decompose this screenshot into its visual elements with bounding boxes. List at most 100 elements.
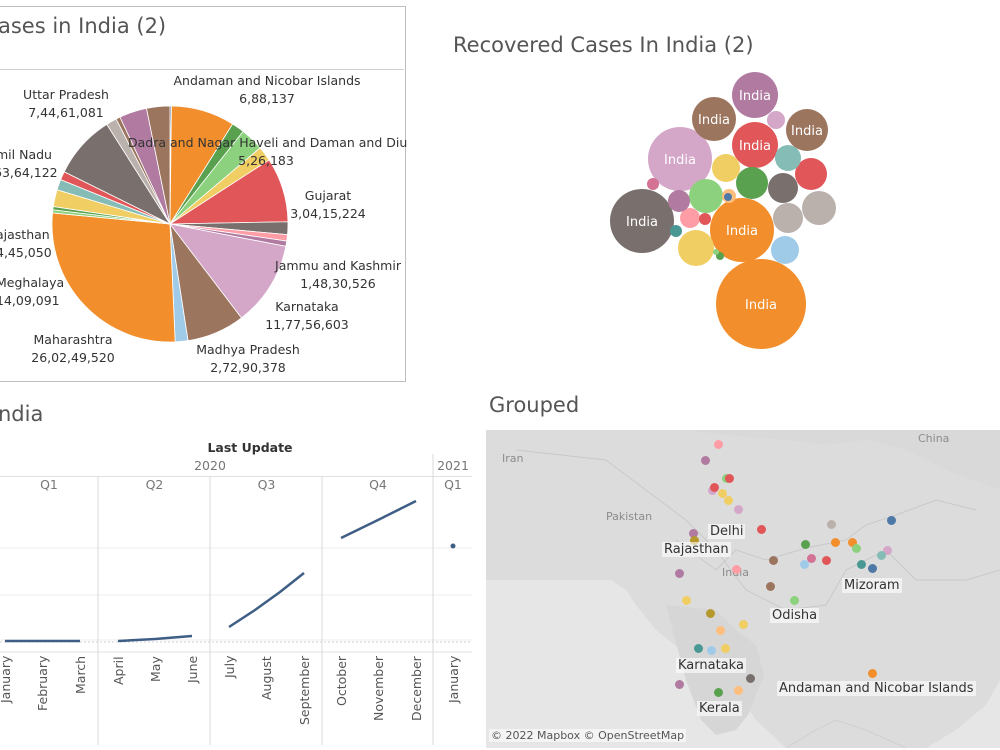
pie-chart xyxy=(51,105,289,343)
bubble-3[interactable] xyxy=(648,127,712,191)
map-marker[interactable] xyxy=(868,564,877,573)
map-marker[interactable] xyxy=(694,644,703,653)
bubble-23[interactable] xyxy=(670,225,682,237)
map-marker[interactable] xyxy=(887,516,896,525)
map-marker[interactable] xyxy=(800,560,809,569)
line-series-segment-3[interactable] xyxy=(340,499,417,540)
bubble-label-5: India xyxy=(739,89,771,104)
map-marker[interactable] xyxy=(718,489,727,498)
bubble-5[interactable] xyxy=(732,72,778,118)
bubble-17[interactable] xyxy=(712,154,740,182)
bubble-22[interactable] xyxy=(647,178,659,190)
bubble-7[interactable] xyxy=(786,109,828,151)
line-quarter-q1-2021: Q1 xyxy=(444,477,462,492)
map-marker[interactable] xyxy=(710,483,719,492)
pie-slice-maharashtra[interactable] xyxy=(51,212,176,343)
bubble-label-7: India xyxy=(791,124,823,139)
line-series-segment-1[interactable] xyxy=(117,634,193,643)
map-marker[interactable] xyxy=(675,569,684,578)
map-marker[interactable] xyxy=(746,674,755,683)
map-marker[interactable] xyxy=(689,529,698,538)
map-marker[interactable] xyxy=(716,626,725,635)
bubble-label-1: India xyxy=(726,224,758,239)
map-marker[interactable] xyxy=(690,536,699,545)
bubble-0[interactable] xyxy=(716,259,806,349)
map-marker[interactable] xyxy=(868,669,877,678)
line-point-jan-2021[interactable] xyxy=(450,543,456,549)
bubble-6[interactable] xyxy=(692,97,736,141)
map-marker[interactable] xyxy=(766,582,775,591)
map-marker[interactable] xyxy=(706,609,715,618)
map-marker[interactable] xyxy=(734,505,743,514)
map-marker[interactable] xyxy=(734,686,743,695)
bubble-label-2: India xyxy=(626,215,658,230)
map-marker[interactable] xyxy=(721,644,730,653)
map-marker[interactable] xyxy=(831,538,840,547)
line-month-label: January xyxy=(446,656,461,704)
map-marker[interactable] xyxy=(807,554,816,563)
map-label-china: China xyxy=(918,432,950,445)
map-panel[interactable]: Iran Pakistan China India Delhi Rajastha… xyxy=(486,430,1000,748)
bubble-20[interactable] xyxy=(767,111,785,129)
line-chart xyxy=(0,454,472,745)
bubble-8[interactable] xyxy=(678,230,714,266)
bubble-19[interactable] xyxy=(668,190,690,212)
bubble-label-3: India xyxy=(664,153,696,168)
line-chart-year-2021: 2021 xyxy=(437,458,469,473)
bubble-9[interactable] xyxy=(689,179,723,213)
bubble-14[interactable] xyxy=(768,173,798,203)
map-marker[interactable] xyxy=(801,540,810,549)
line-quarter-q2-2020: Q2 xyxy=(145,477,164,492)
bubble-10[interactable] xyxy=(736,167,768,199)
bubble-24[interactable] xyxy=(699,213,711,225)
map-marker[interactable] xyxy=(822,556,831,565)
bubble-16[interactable] xyxy=(775,145,801,171)
pie-slice-slice-brown-top[interactable] xyxy=(146,105,171,225)
line-month-label: February xyxy=(35,656,50,712)
pie-panel-frame xyxy=(0,6,406,382)
map-marker[interactable] xyxy=(757,525,766,534)
bubble-chart: India India India India India India India India xyxy=(610,72,836,349)
map-label-andaman: Andaman and Nicobar Islands xyxy=(777,681,976,696)
map-attribution: © 2022 Mapbox © OpenStreetMap xyxy=(489,729,687,742)
bubble-18[interactable] xyxy=(680,208,700,228)
map-marker[interactable] xyxy=(714,688,723,697)
bubble-1[interactable] xyxy=(710,198,774,262)
bubble-25[interactable] xyxy=(724,193,732,201)
line-month-label: May xyxy=(148,656,163,682)
bubble-11[interactable] xyxy=(795,158,827,190)
map-marker[interactable] xyxy=(848,538,857,547)
map-label-mizoram: Mizoram xyxy=(842,578,902,593)
bubble-15[interactable] xyxy=(771,236,799,264)
map-marker[interactable] xyxy=(827,520,836,529)
bubble-13[interactable] xyxy=(773,203,803,233)
map-marker[interactable] xyxy=(883,546,892,555)
map-marker[interactable] xyxy=(701,456,710,465)
map-marker[interactable] xyxy=(707,646,716,655)
map-marker[interactable] xyxy=(725,474,734,483)
bubble-12[interactable] xyxy=(802,191,836,225)
map-marker[interactable] xyxy=(675,680,684,689)
bubble-4[interactable] xyxy=(732,122,778,168)
map-marker[interactable] xyxy=(857,560,866,569)
map-marker[interactable] xyxy=(877,551,886,560)
pie-label-rajasthan: ajasthan 4,45,050 xyxy=(0,227,52,260)
line-chart-header: Last Update xyxy=(207,440,293,455)
map-marker[interactable] xyxy=(852,544,861,553)
line-series-segment-2[interactable] xyxy=(228,572,305,629)
bubble-2[interactable] xyxy=(610,189,674,253)
map-marker[interactable] xyxy=(732,565,741,574)
map-marker[interactable] xyxy=(724,496,733,505)
pie-label-maharashtra: Maharashtra 26,02,49,520 xyxy=(31,332,115,365)
map-marker[interactable] xyxy=(739,620,748,629)
map-marker[interactable] xyxy=(682,596,691,605)
map-marker[interactable] xyxy=(714,440,723,449)
bubble-27[interactable] xyxy=(713,249,719,255)
pie-slice-karnataka[interactable] xyxy=(169,223,287,319)
map-marker[interactable] xyxy=(790,596,799,605)
map-title: Grouped xyxy=(489,393,580,417)
pie-label-meghalaya: Meghalaya 14,09,091 xyxy=(0,275,65,308)
map-marker[interactable] xyxy=(769,556,778,565)
pie-panel-title-divider xyxy=(0,69,404,70)
line-quarter-q1-2020: Q1 xyxy=(40,477,58,492)
